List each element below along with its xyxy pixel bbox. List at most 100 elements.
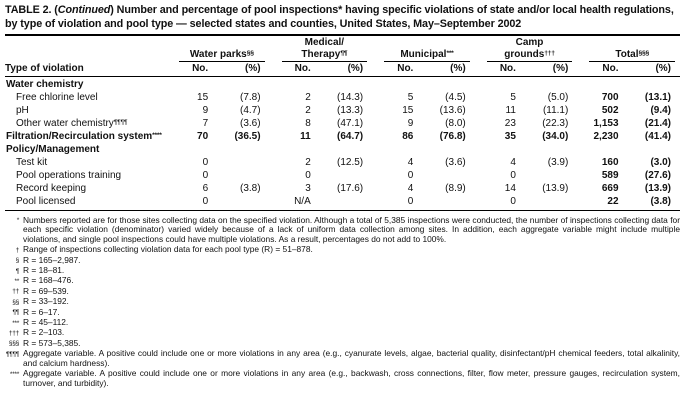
cell-value: (27.6) [644,169,671,181]
footnote-item: † Range of inspections collecting violati… [5,244,680,255]
violation-label: Water chemistry [6,78,84,90]
column-header-row: Type of violation No. (%) No. (%) No. (%… [5,62,680,77]
col-group-municipal: Municipal*** [372,35,475,63]
cell-value [167,76,210,92]
cell-value: (4.5) [445,91,466,103]
cell-value: 2 [305,104,311,116]
cell-value: (34.0) [542,130,569,142]
cell-value [210,195,270,211]
cell-value: 502 [601,104,619,116]
group-label: grounds††† [486,49,573,62]
cell-value [210,170,269,183]
violation-label: Other water chemistry¶¶¶¶ [16,117,128,129]
table-row: Other water chemistry¶¶¶¶ 7 (3.6) 8 (47.1) 9 (… [5,118,680,131]
cell-value: 9 [407,117,414,129]
cell-value: (47.1) [337,117,364,129]
cell-value: (9.4) [650,104,671,116]
cell-value: 4 [510,156,516,168]
cell-value [270,76,313,92]
cell-value: 0 [305,169,311,181]
violation-label: Record keeping [16,182,87,194]
footnotes: * Numbers reported are for those sites co… [5,215,680,389]
col-header-no: No. [372,62,416,77]
violation-label: Free chlorine level [16,91,98,103]
footnote-marker: §§§ [8,340,19,348]
cell-value [415,144,474,157]
table-row: Water chemistry [5,76,680,92]
footnote-marker: **** [152,131,162,139]
cell-value: (4.7) [240,104,261,116]
col-group-water-parks: Water parks§§ [167,35,270,63]
cell-value: (13.9) [644,182,671,194]
cell-value: 11 [300,130,311,142]
cell-value: 11 [505,104,516,116]
cell-value: 4 [407,182,414,194]
cell-value: 5 [407,91,414,103]
footnote-text: R = 33–192. [23,296,69,307]
table-title: TABLE 2. (Continued) Number and percenta… [5,4,680,31]
cell-value: 70 [197,130,209,142]
footnote-item: §§ R = 33–192. [5,296,680,307]
footnote-marker: ¶¶¶¶ [6,350,19,358]
footnote-marker: §§§ [638,49,650,57]
cell-value [415,76,474,92]
col-header-no: No. [166,62,211,77]
cell-value: (76.8) [439,130,466,142]
col-header-pct: (%) [415,62,475,77]
footnote-text: R = 45–112. [23,317,69,328]
cell-value [518,170,577,183]
cell-value: 3 [305,182,311,194]
cell-value: 669 [601,182,619,194]
footnote-item: ¶ R = 18–81. [5,265,680,276]
cell-value: 2 [305,156,311,168]
cell-value: (17.6) [337,182,364,194]
cell-value [475,144,518,157]
col-header-pct: (%) [620,62,680,77]
footnote-text: Range of inspections collecting violatio… [23,244,313,255]
cell-value [372,76,415,92]
violation-label: Test kit [16,156,48,168]
footnote-item: * Numbers reported are for those sites co… [5,215,680,246]
violation-label: Policy/Management [6,143,100,155]
footnote-text: R = 69–539. [23,285,69,296]
cell-value: 22 [577,195,621,211]
col-header-pct: (%) [312,62,373,77]
group-label-line1: Medical/ [304,37,345,48]
cell-value: (14.3) [337,91,364,103]
cell-value: 35 [504,130,516,142]
col-header-pct: (%) [210,62,270,77]
footnote-marker: §§ [12,298,19,306]
cell-value [313,144,372,157]
group-header-row: Water parks§§ Medical/ Therapy¶¶ Municip… [5,35,680,63]
group-label: Municipal*** [384,49,470,62]
group-label-line1: Camp [515,37,544,48]
cell-value [167,144,210,157]
footnote-text: R = 165–2,987. [23,254,81,265]
group-label: Total§§§ [589,49,675,62]
cell-value: 700 [601,91,619,103]
cell-value: 86 [402,130,414,142]
cell-value [415,170,474,183]
cell-value [372,144,415,157]
cell-value: (13.1) [644,91,671,103]
cell-value: (8.0) [445,117,466,129]
cell-value [518,76,577,92]
cell-value [621,144,680,157]
cell-value: 23 [504,117,516,129]
cell-value [313,76,372,92]
footnote-item: *** R = 45–112. [5,317,680,328]
cell-value: 0 [510,169,516,181]
group-label: Therapy¶¶ [281,49,368,62]
cell-value: 0 [166,195,211,211]
cell-value [415,195,475,211]
cell-value: (12.5) [337,156,364,168]
cell-value [210,76,269,92]
footnote-text: Aggregate variable. A positive could inc… [23,368,680,388]
cell-value [577,76,620,92]
cell-value: N/A [269,195,313,211]
violation-label: Pool operations training [16,169,122,181]
cell-value [313,170,372,183]
cell-value: (7.8) [240,91,261,103]
table-row: pH 9 (4.7) 2 (13.3) 15 (13.6) 11 (11.1) 502 (9.4) [5,105,680,118]
